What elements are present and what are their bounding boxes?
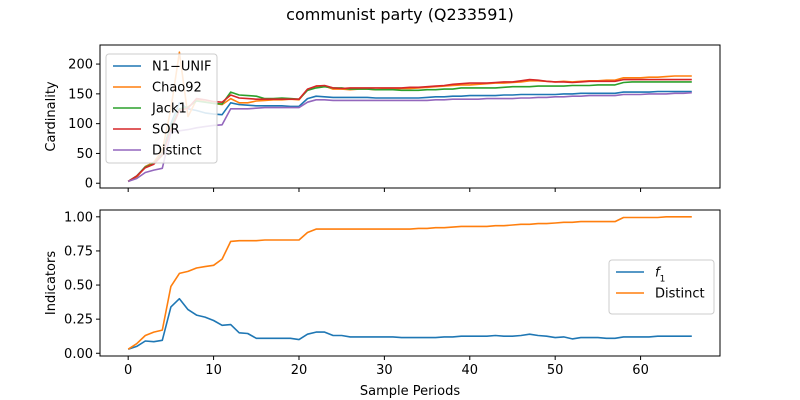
bottom-legend-label: f1 — [655, 266, 665, 285]
bottom-x-tick-label: 40 — [462, 363, 479, 378]
bottom-axes-frame — [99, 209, 721, 357]
top-y-tick-label: 150 — [68, 87, 93, 102]
bottom-axes: 0 10 20 30 40 50 60 0.00 0.25 0.50 0.75 1.00 Indicat… — [44, 209, 721, 399]
bottom-series-distinct-line — [127, 216, 692, 350]
bottom-legend-label: Distinct — [655, 287, 705, 302]
bottom-y-tick-label: 0.25 — [64, 313, 93, 328]
top-legend-label: Chao92 — [152, 81, 202, 96]
bottom-y-axis-label: Indicators — [44, 251, 59, 315]
bottom-x-axis-label: Sample Periods — [360, 384, 460, 399]
bottom-x-tick-label: 20 — [291, 363, 308, 378]
top-y-tick-label: 100 — [68, 117, 93, 132]
top-legend — [105, 53, 218, 164]
bottom-y-tick-label: 0.75 — [64, 244, 93, 259]
top-legend-label: Jack1 — [151, 102, 187, 117]
top-series-distinct-line — [127, 91, 692, 183]
bottom-y-tick-label: 0.50 — [64, 279, 93, 294]
bottom-y-tick-label: 0.00 — [64, 347, 93, 362]
top-y-tick-label: 50 — [76, 147, 93, 162]
bottom-series-f1-line — [127, 297, 692, 350]
top-axes: 0 50 100 150 200 Cardinality N1−UNIF Chao92 Jack… — [44, 44, 721, 192]
top-legend-label: SOR — [152, 123, 180, 138]
top-y-axis-label: Cardinality — [44, 81, 59, 152]
top-series-sor-line — [127, 78, 692, 183]
chart-title: communist party (Q233591) — [286, 5, 514, 24]
top-legend-label: N1−UNIF — [152, 60, 211, 75]
bottom-x-tick-label: 10 — [205, 363, 222, 378]
bottom-x-tick-label: 0 — [124, 363, 132, 378]
top-series-jack1-line — [127, 81, 692, 183]
top-y-tick-label: 200 — [68, 58, 93, 73]
bottom-x-tick-label: 30 — [376, 363, 393, 378]
bottom-x-tick-label: 50 — [547, 363, 564, 378]
bottom-legend — [608, 259, 715, 315]
top-series-n1-unif-line — [127, 90, 692, 183]
top-axes-frame — [99, 44, 721, 189]
bottom-y-tick-label: 1.00 — [64, 210, 93, 225]
top-legend-label: Distinct — [152, 144, 202, 159]
bottom-x-tick-label: 60 — [632, 363, 649, 378]
top-y-tick-label: 0 — [85, 177, 93, 192]
